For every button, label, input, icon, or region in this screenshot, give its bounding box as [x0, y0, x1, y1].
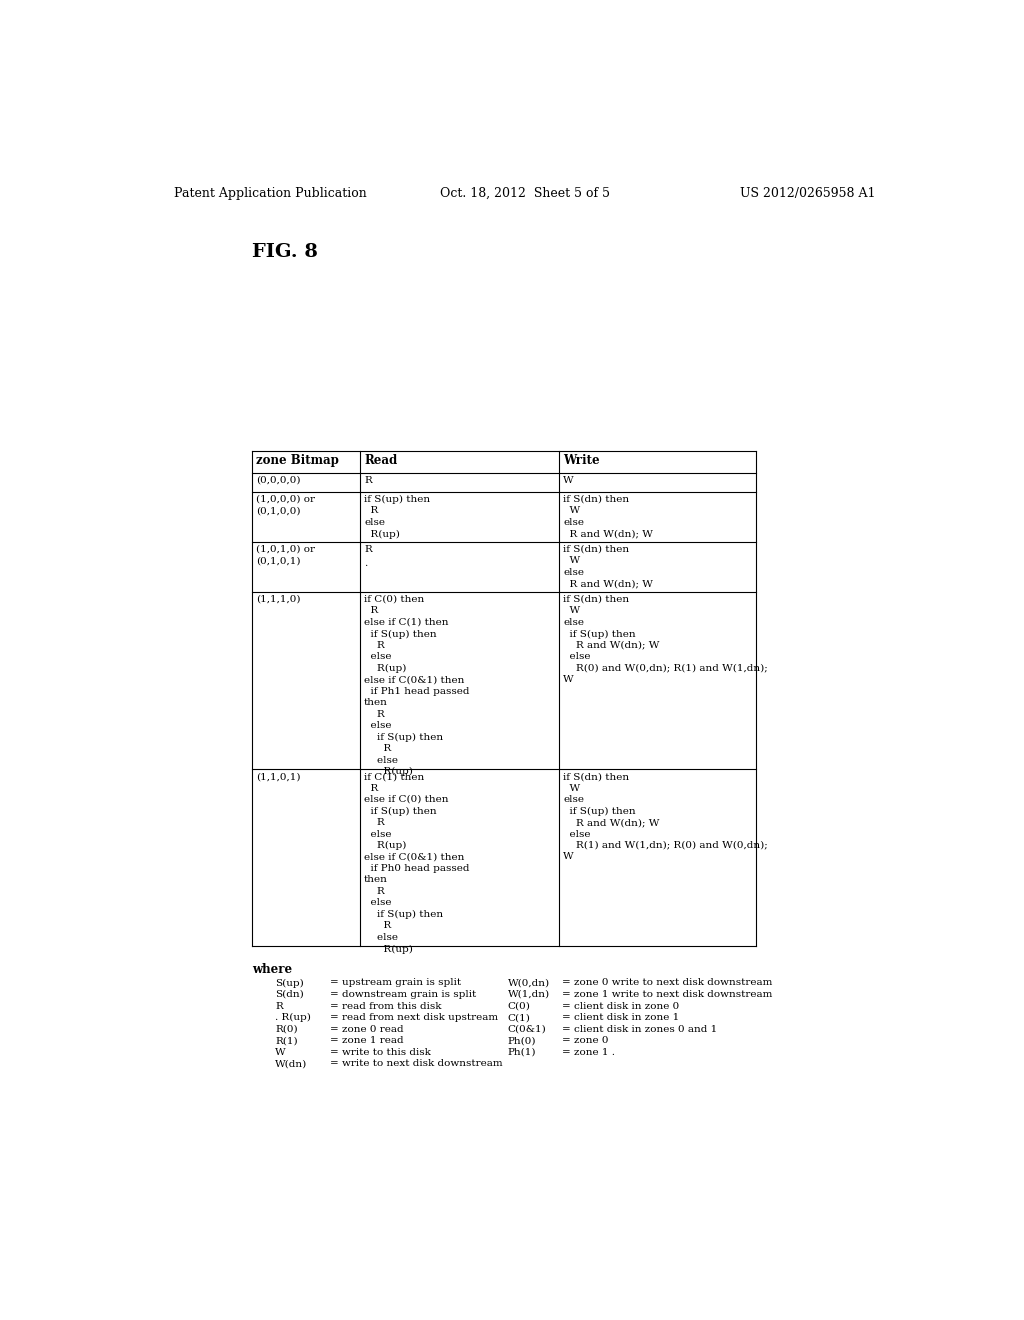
Text: Write: Write	[563, 454, 600, 467]
Text: if S(up) then
  R
else
  R(up): if S(up) then R else R(up)	[365, 495, 430, 539]
Text: US 2012/0265958 A1: US 2012/0265958 A1	[739, 187, 876, 199]
Text: if S(dn) then
  W
else
  if S(up) then
    R and W(dn); W
  else
    R(1) and W(: if S(dn) then W else if S(up) then R and…	[563, 772, 768, 862]
Text: (1,1,1,0): (1,1,1,0)	[256, 595, 300, 605]
Text: = client disk in zone 1: = client disk in zone 1	[562, 1014, 679, 1022]
Text: C(0&1): C(0&1)	[508, 1024, 547, 1034]
Text: S(up): S(up)	[275, 978, 304, 987]
Text: W: W	[275, 1048, 286, 1057]
Text: = zone 1 read: = zone 1 read	[330, 1036, 403, 1045]
Text: W: W	[563, 475, 573, 484]
Text: R(1): R(1)	[275, 1036, 298, 1045]
Text: S(dn): S(dn)	[275, 990, 304, 999]
Text: if C(1) then
  R
else if C(0) then
  if S(up) then
    R
  else
    R(up)
else i: if C(1) then R else if C(0) then if S(up…	[365, 772, 470, 953]
Text: (1,0,1,0) or
(0,1,0,1): (1,0,1,0) or (0,1,0,1)	[256, 545, 314, 565]
Text: (1,0,0,0) or
(0,1,0,0): (1,0,0,0) or (0,1,0,0)	[256, 495, 314, 515]
Text: if C(0) then
  R
else if C(1) then
  if S(up) then
    R
  else
    R(up)
else i: if C(0) then R else if C(1) then if S(up…	[365, 595, 470, 776]
Text: = downstream grain is split: = downstream grain is split	[330, 990, 476, 999]
Text: .: .	[365, 558, 368, 568]
Text: Ph(1): Ph(1)	[508, 1048, 537, 1057]
Text: = read from next disk upstream: = read from next disk upstream	[330, 1014, 498, 1022]
Text: = zone 1 .: = zone 1 .	[562, 1048, 615, 1057]
Text: R: R	[275, 1002, 283, 1011]
Text: zone Bitmap: zone Bitmap	[256, 454, 339, 467]
Text: if S(dn) then
  W
else
  R and W(dn); W: if S(dn) then W else R and W(dn); W	[563, 495, 653, 539]
Text: C(0): C(0)	[508, 1002, 530, 1011]
Text: W(0,dn): W(0,dn)	[508, 978, 550, 987]
Text: = zone 0 read: = zone 0 read	[330, 1024, 403, 1034]
Text: (1,1,0,1): (1,1,0,1)	[256, 772, 300, 781]
Text: where: where	[252, 964, 292, 975]
Text: . R(up): . R(up)	[275, 1014, 311, 1022]
Text: = write to next disk downstream: = write to next disk downstream	[330, 1059, 502, 1068]
Text: if S(dn) then
  W
else
  R and W(dn); W: if S(dn) then W else R and W(dn); W	[563, 545, 653, 589]
Text: = zone 1 write to next disk downstream: = zone 1 write to next disk downstream	[562, 990, 772, 999]
Text: R: R	[365, 545, 372, 554]
Text: = write to this disk: = write to this disk	[330, 1048, 430, 1057]
Text: W(dn): W(dn)	[275, 1059, 307, 1068]
Text: Read: Read	[365, 454, 397, 467]
Text: = read from this disk: = read from this disk	[330, 1002, 441, 1011]
Text: W(1,dn): W(1,dn)	[508, 990, 550, 999]
Text: R(0): R(0)	[275, 1024, 298, 1034]
Text: = zone 0: = zone 0	[562, 1036, 608, 1045]
Text: Patent Application Publication: Patent Application Publication	[174, 187, 368, 199]
Text: = zone 0 write to next disk downstream: = zone 0 write to next disk downstream	[562, 978, 772, 987]
Text: Oct. 18, 2012  Sheet 5 of 5: Oct. 18, 2012 Sheet 5 of 5	[439, 187, 610, 199]
Text: C(1): C(1)	[508, 1014, 530, 1022]
Text: (0,0,0,0): (0,0,0,0)	[256, 475, 300, 484]
Text: if S(dn) then
  W
else
  if S(up) then
    R and W(dn); W
  else
    R(0) and W(: if S(dn) then W else if S(up) then R and…	[563, 595, 768, 684]
Text: R: R	[365, 475, 372, 484]
Text: Ph(0): Ph(0)	[508, 1036, 537, 1045]
Text: = client disk in zones 0 and 1: = client disk in zones 0 and 1	[562, 1024, 717, 1034]
Text: FIG. 8: FIG. 8	[252, 243, 317, 261]
Text: = upstream grain is split: = upstream grain is split	[330, 978, 461, 987]
Text: = client disk in zone 0: = client disk in zone 0	[562, 1002, 679, 1011]
